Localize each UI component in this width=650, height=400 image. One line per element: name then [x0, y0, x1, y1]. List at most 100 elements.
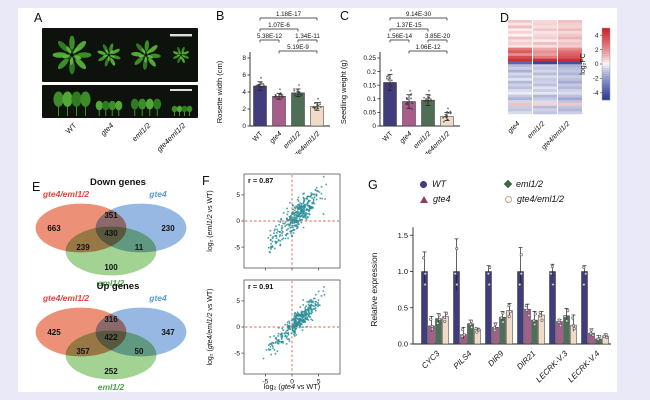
svg-text:5: 5 — [236, 298, 240, 305]
svg-text:CYC3: CYC3 — [420, 349, 442, 371]
svg-text:WT: WT — [252, 130, 265, 143]
svg-text:100: 100 — [104, 263, 118, 272]
panel-f-label: F — [202, 174, 210, 188]
svg-text:eml1/2: eml1/2 — [98, 382, 125, 392]
svg-text:Up genes: Up genes — [97, 281, 140, 292]
svg-text:DIR9: DIR9 — [486, 349, 506, 369]
svg-text:gte4/eml1/2: gte4/eml1/2 — [42, 293, 90, 303]
svg-text:0.2: 0.2 — [367, 69, 376, 76]
svg-text:430: 430 — [104, 229, 118, 238]
panel-a-label: A — [34, 11, 43, 25]
svg-text:1.18E-17: 1.18E-17 — [276, 11, 302, 18]
svg-text:Relative expression: Relative expression — [369, 252, 379, 326]
svg-text:r = 0.91: r = 0.91 — [248, 282, 273, 291]
svg-text:1.5: 1.5 — [398, 231, 408, 240]
svg-text:230: 230 — [161, 224, 175, 233]
rosette-width-chart: 0 2 4 6 8 Rosette width (cm) 1.18E-17 1.07E-6 5.… — [215, 11, 330, 154]
svg-text:PILS4: PILS4 — [452, 349, 474, 371]
svg-text:WT: WT — [382, 130, 395, 143]
svg-text:0.5: 0.5 — [398, 303, 408, 312]
rosette-photo-panel — [42, 28, 198, 82]
svg-text:422: 422 — [104, 333, 118, 342]
svg-text:log₂ (gte4/eml1/2 vs WT): log₂ (gte4/eml1/2 vs WT) — [207, 288, 214, 365]
legend-item-gte4eml12: gte4/eml1/2 — [505, 194, 564, 204]
legend-label-eml12: eml1/2 — [516, 179, 544, 189]
svg-text:316: 316 — [104, 315, 118, 324]
svg-text:-5: -5 — [262, 379, 268, 386]
svg-text:gte4: gte4 — [399, 130, 414, 145]
svg-text:LECRK-V.4: LECRK-V.4 — [566, 349, 602, 385]
svg-text:0: 0 — [290, 379, 294, 386]
svg-text:Seedling weight (g): Seedling weight (g) — [339, 59, 348, 124]
panel-b-label: B — [216, 9, 225, 23]
relative-expression-chart: 0.0 0.5 1.0 1.5 Relative expression CYC3 PILS4… — [369, 227, 611, 385]
svg-text:3.85E-20: 3.85E-20 — [425, 33, 451, 40]
svg-text:eml1/2: eml1/2 — [98, 278, 125, 288]
panel-e-label: E — [32, 180, 41, 194]
svg-text:8: 8 — [242, 55, 246, 62]
svg-text:gte4: gte4 — [269, 130, 284, 145]
svg-text:425: 425 — [47, 328, 61, 337]
svg-text:50: 50 — [135, 347, 144, 356]
svg-text:0.0: 0.0 — [398, 340, 408, 349]
svg-text:Rosette width (cm): Rosette width (cm) — [215, 60, 224, 123]
svg-text:1.34E-11: 1.34E-11 — [295, 33, 320, 40]
svg-text:Down genes: Down genes — [90, 177, 146, 188]
svg-text:log₂FC: log₂FC — [580, 53, 587, 74]
legend-label-wt: WT — [432, 179, 446, 189]
wt-circle-marker — [420, 180, 427, 188]
svg-text:-4: -4 — [593, 90, 599, 97]
svg-text:663: 663 — [47, 224, 61, 233]
svg-text:1.56E-14: 1.56E-14 — [387, 33, 413, 40]
svg-text:LECRK-V.3: LECRK-V.3 — [534, 349, 570, 385]
log2fc-scatter-plots: r = 0.87 -5 0 5 log₂ (eml1/2 vs WT) r = 0.91 -… — [207, 173, 341, 391]
svg-text:4: 4 — [595, 32, 599, 39]
svg-text:1.0: 1.0 — [398, 267, 408, 276]
svg-text:351: 351 — [104, 211, 118, 220]
svg-text:0.25: 0.25 — [363, 55, 376, 62]
svg-text:5: 5 — [236, 192, 240, 199]
svg-text:0: 0 — [372, 123, 376, 130]
svg-text:11: 11 — [135, 243, 144, 252]
gte4eml12-open-circle-marker — [505, 195, 512, 203]
seedling-weight-chart: 0 0.05 0.1 0.15 0.2 0.25 Seedling weight (g) 9.… — [339, 11, 460, 154]
legend-item-eml12: eml1/2 — [503, 179, 544, 189]
svg-text:5.19E-9: 5.19E-9 — [287, 44, 309, 51]
svg-text:1.07E-6: 1.07E-6 — [268, 22, 290, 29]
svg-text:5.38E-12: 5.38E-12 — [257, 33, 283, 40]
svg-text:r = 0.87: r = 0.87 — [248, 176, 273, 185]
svg-text:1.06E-12: 1.06E-12 — [415, 44, 441, 51]
panel-d-label: D — [500, 11, 510, 25]
svg-text:2: 2 — [595, 47, 599, 54]
eml12-diamond-marker — [503, 179, 513, 189]
svg-text:5: 5 — [317, 379, 321, 386]
paper-figure-area: A B C D E F G WT gte4 eml1/2 gte4 eml1/2 0 2 4… — [18, 8, 617, 392]
legend-item-gte4: gte4 — [420, 194, 451, 204]
svg-text:4: 4 — [242, 89, 246, 96]
svg-text:0.15: 0.15 — [363, 82, 376, 89]
legend-item-wt: WT — [420, 179, 446, 189]
svg-text:0: 0 — [595, 61, 599, 68]
panel-c-label: C — [340, 9, 350, 23]
svg-text:0: 0 — [236, 324, 240, 331]
svg-text:0: 0 — [242, 123, 246, 130]
svg-text:gte4/eml1/2: gte4/eml1/2 — [42, 189, 90, 199]
svg-text:gte4: gte4 — [507, 120, 522, 135]
legend-label-gte4: gte4 — [433, 194, 451, 204]
venn-up-genes: Up genes gte4/eml1/2 gte4 eml1/2 425 347 316 35… — [34, 281, 188, 392]
svg-text:0: 0 — [236, 218, 240, 225]
svg-text:6: 6 — [242, 72, 246, 79]
svg-text:-5: -5 — [234, 350, 240, 357]
svg-text:0.05: 0.05 — [363, 110, 376, 117]
svg-text:eml1/2: eml1/2 — [527, 120, 547, 140]
svg-text:239: 239 — [76, 243, 90, 252]
svg-text:log₂ (gte4 vs WT): log₂ (gte4 vs WT) — [264, 382, 320, 391]
gte4-triangle-marker — [420, 195, 428, 203]
svg-text:347: 347 — [161, 328, 175, 337]
svg-text:357: 357 — [76, 347, 90, 356]
svg-text:DIR21: DIR21 — [515, 349, 537, 371]
svg-text:0.1: 0.1 — [367, 96, 376, 103]
